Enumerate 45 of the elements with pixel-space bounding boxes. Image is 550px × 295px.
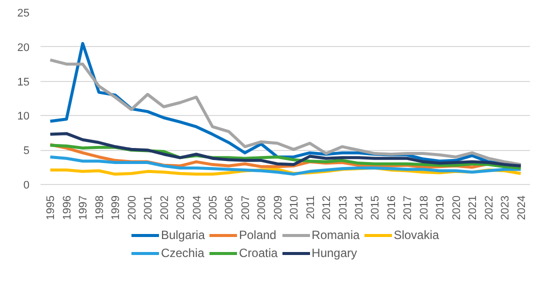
x-tick-label: 2019 [434,195,447,220]
x-tick-label: 2017 [402,195,414,220]
x-tick-label: 2013 [337,195,350,220]
x-tick-label: 2016 [386,195,398,220]
x-tick-label: 2008 [256,195,268,220]
y-tick-label: 5 [23,145,30,158]
x-tick-label: 2007 [240,195,252,220]
x-tick-label: 1999 [110,195,122,220]
legend-label: Poland [238,228,276,242]
x-tick-label: 2014 [354,195,366,220]
line-series [48,132,522,168]
x-tick-label: 1997 [78,195,90,220]
x-tick-label: 2000 [126,195,138,220]
legend-label: Romania [312,228,360,242]
x-tick-label: 2020 [450,195,463,220]
x-tick-label: 2009 [272,195,284,220]
x-tick-label: 2005 [207,195,220,220]
legend-label: Croatia [238,246,278,260]
x-tick-label: 2018 [418,195,430,220]
x-tick-label: 2010 [288,195,301,220]
y-tick-label: 10 [17,110,30,123]
line-series [48,155,522,176]
x-tick-label: 2011 [304,196,317,220]
legend-label: Bulgaria [160,228,205,242]
x-tick-label: 1995 [45,195,58,220]
y-tick-label: 15 [17,76,30,88]
x-tick-label: 2024 [516,195,528,220]
x-tick-label: 2023 [500,195,512,220]
x-tick-label: 2003 [175,195,188,220]
legend-label: Slovakia [394,228,440,242]
x-tick-label: 2022 [483,195,496,220]
legend-label: Czechia [160,246,204,260]
x-tick-label: 1996 [61,195,74,220]
x-tick-label: 2021 [467,195,480,220]
x-tick-label: 2006 [224,195,236,220]
x-tick-label: 2002 [158,195,171,220]
x-tick-label: 2012 [321,195,334,220]
x-tick-label: 2015 [370,195,382,220]
x-tick-label: 1998 [94,195,106,220]
x-tick-label: 2004 [191,195,204,220]
x-tick-label: 2001 [142,195,155,220]
legend-label: Hungary [312,246,358,260]
y-tick-label: 0 [23,180,30,192]
y-tick-label: 20 [17,42,30,54]
y-tick-label: 25 [17,8,30,20]
